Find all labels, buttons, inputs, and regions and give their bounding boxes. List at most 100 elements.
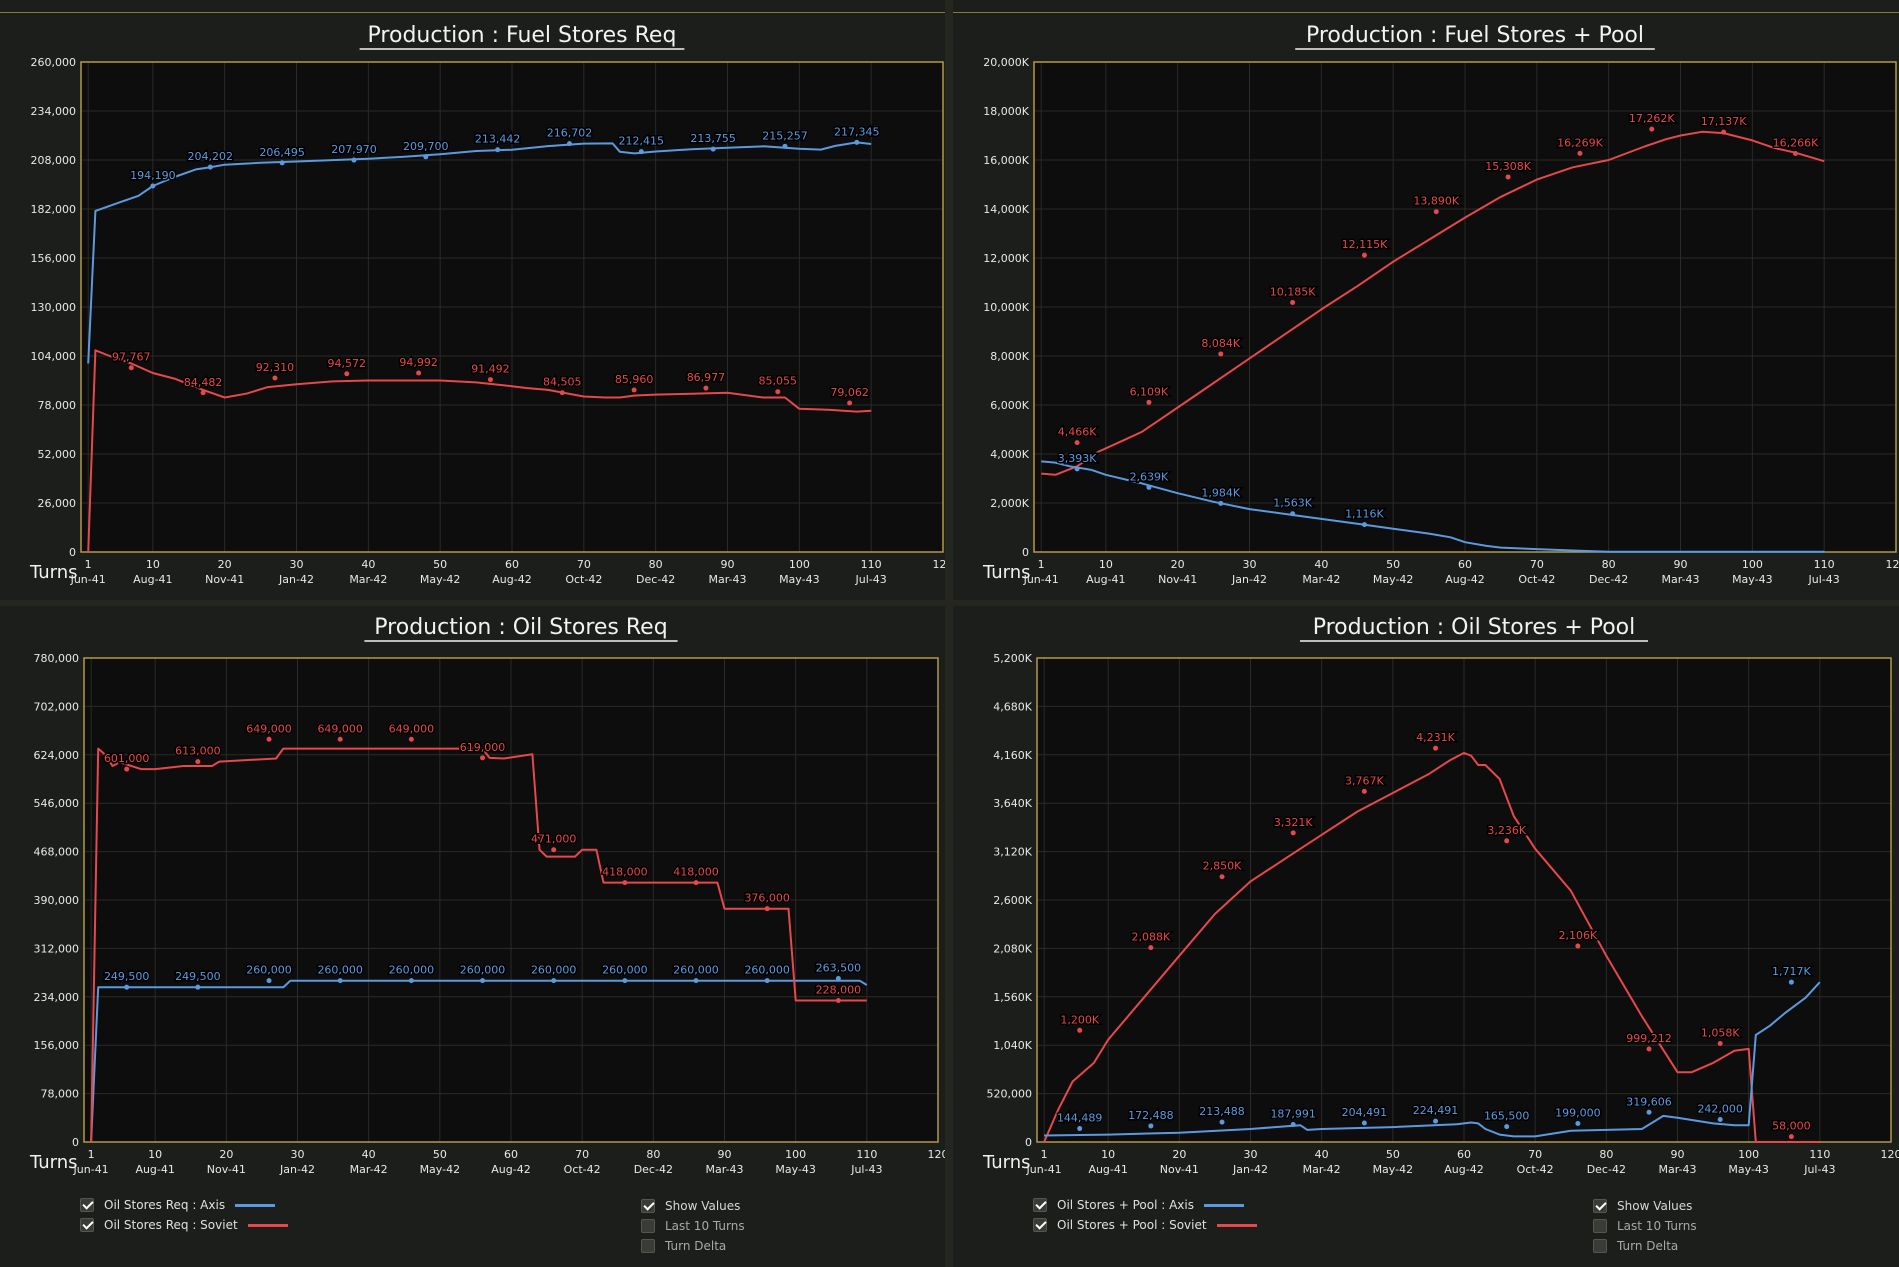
option-show-values[interactable]: Show Values bbox=[641, 1197, 740, 1215]
data-label: 187,991 bbox=[1270, 1108, 1316, 1121]
x-tick-label: 1 bbox=[88, 1148, 95, 1161]
checkbox-turn-delta[interactable] bbox=[1593, 1239, 1607, 1253]
y-tick-label: 104,000 bbox=[31, 350, 77, 363]
y-tick-label: 18,000K bbox=[983, 105, 1029, 118]
legend-label-soviet: Oil Stores + Pool : Soviet bbox=[1057, 1218, 1207, 1232]
data-label: 12,115K bbox=[1342, 238, 1388, 251]
checkbox-show-values[interactable] bbox=[641, 1199, 655, 1213]
option-label-show-values: Show Values bbox=[1617, 1199, 1693, 1213]
data-label: 165,500 bbox=[1484, 1110, 1530, 1123]
data-label: 17,137K bbox=[1701, 115, 1747, 128]
x-tick-label: 110 bbox=[1809, 1148, 1830, 1161]
option-label-turn-delta: Turn Delta bbox=[665, 1239, 727, 1253]
option-last-10-turns[interactable]: Last 10 Turns bbox=[641, 1217, 745, 1235]
x-date-label: May-42 bbox=[420, 1163, 461, 1176]
x-tick-label: 50 bbox=[1386, 1148, 1400, 1161]
legend-item-soviet[interactable]: Oil Stores + Pool : Soviet bbox=[1033, 1216, 1257, 1234]
y-tick-label: 208,000 bbox=[31, 154, 77, 167]
data-point bbox=[764, 978, 770, 984]
legend-item-axis[interactable]: Oil Stores Req : Axis bbox=[80, 1196, 276, 1214]
legend-item-soviet[interactable]: Oil Stores Req : Soviet bbox=[80, 1216, 288, 1234]
x-tick-label: 30 bbox=[1244, 1148, 1258, 1161]
data-label: 13,890K bbox=[1413, 195, 1459, 208]
data-label: 207,970 bbox=[331, 143, 377, 156]
data-label: 418,000 bbox=[602, 866, 648, 879]
data-label: 172,488 bbox=[1128, 1109, 1174, 1122]
data-label: 213,442 bbox=[475, 133, 521, 146]
data-point bbox=[1721, 129, 1727, 135]
x-tick-label: 90 bbox=[1674, 558, 1688, 571]
x-date-label: May-42 bbox=[1373, 1163, 1414, 1176]
data-label: 260,000 bbox=[744, 964, 790, 977]
x-tick-label: 70 bbox=[577, 558, 591, 571]
y-tick-label: 2,080K bbox=[993, 942, 1032, 955]
y-tick-label: 4,000K bbox=[990, 448, 1029, 461]
x-date-label: May-42 bbox=[420, 573, 461, 586]
data-point bbox=[1074, 466, 1080, 472]
checkbox-turn-delta[interactable] bbox=[641, 1239, 655, 1253]
checkbox-last-10-turns[interactable] bbox=[641, 1219, 655, 1233]
turns-label: Turns bbox=[29, 562, 78, 583]
data-point bbox=[423, 154, 429, 160]
x-date-label: Aug-41 bbox=[135, 1163, 174, 1176]
x-date-label: Aug-41 bbox=[1086, 573, 1125, 586]
x-date-label: Nov-41 bbox=[207, 1163, 246, 1176]
data-point bbox=[272, 375, 278, 381]
x-tick-label: 40 bbox=[362, 1148, 376, 1161]
y-tick-label: 3,640K bbox=[993, 797, 1032, 810]
data-label: 4,466K bbox=[1058, 426, 1097, 439]
data-label: 84,482 bbox=[184, 376, 223, 389]
data-label: 58,000 bbox=[1772, 1120, 1811, 1133]
checkbox-axis[interactable] bbox=[1033, 1198, 1047, 1212]
checkbox-last-10-turns[interactable] bbox=[1593, 1219, 1607, 1233]
x-tick-label: 70 bbox=[1530, 558, 1544, 571]
data-point bbox=[1290, 1122, 1296, 1128]
chart-fuel-stores-pool: Production : Fuel Stores + Pool 0 2,000K 4,… bbox=[982, 23, 1899, 586]
data-label: 17,262K bbox=[1629, 112, 1675, 125]
data-point bbox=[1219, 1119, 1225, 1125]
data-point bbox=[764, 906, 770, 912]
x-tick-label: 50 bbox=[433, 1148, 447, 1161]
legend-item-axis[interactable]: Oil Stores + Pool : Axis bbox=[1033, 1196, 1244, 1214]
data-label: 471,000 bbox=[531, 833, 577, 846]
data-label: 4,231K bbox=[1416, 731, 1455, 744]
x-tick-label: 10 bbox=[1099, 558, 1113, 571]
y-tick-label: 6,000K bbox=[990, 399, 1029, 412]
data-point bbox=[1290, 299, 1296, 305]
x-date-label: Jun-41 bbox=[1026, 1163, 1062, 1176]
data-label: 3,393K bbox=[1058, 452, 1097, 465]
data-point bbox=[693, 880, 699, 886]
turns-label: Turns bbox=[982, 562, 1031, 583]
x-date-label: Jul-43 bbox=[1803, 1163, 1835, 1176]
checkbox-soviet[interactable] bbox=[80, 1218, 94, 1232]
checkbox-axis[interactable] bbox=[80, 1198, 94, 1212]
data-label: 1,200K bbox=[1060, 1013, 1099, 1026]
option-turn-delta[interactable]: Turn Delta bbox=[641, 1237, 726, 1255]
vertical-divider bbox=[945, 0, 953, 1267]
data-point bbox=[559, 390, 565, 396]
data-point bbox=[1433, 745, 1439, 751]
x-date-label: Jul-43 bbox=[1808, 573, 1840, 586]
x-date-label: Dec-42 bbox=[1589, 573, 1628, 586]
data-label: 260,000 bbox=[246, 964, 292, 977]
x-date-label: Aug-42 bbox=[1444, 1163, 1483, 1176]
data-point bbox=[128, 365, 134, 371]
x-tick-label: 120 bbox=[1886, 558, 1899, 571]
x-date-label: Nov-41 bbox=[1158, 573, 1197, 586]
checkbox-soviet[interactable] bbox=[1033, 1218, 1047, 1232]
data-point bbox=[1788, 979, 1794, 985]
data-point bbox=[1219, 874, 1225, 880]
option-show-values[interactable]: Show Values bbox=[1593, 1197, 1692, 1215]
checkbox-show-values[interactable] bbox=[1593, 1199, 1607, 1213]
data-label: 194,190 bbox=[130, 169, 176, 182]
data-label: 649,000 bbox=[317, 722, 363, 735]
y-tick-label: 78,000 bbox=[41, 1088, 80, 1101]
data-label: 85,055 bbox=[759, 375, 798, 388]
x-date-label: May-43 bbox=[775, 1163, 816, 1176]
data-label: 1,984K bbox=[1201, 486, 1240, 499]
turns-label: Turns bbox=[29, 1152, 78, 1173]
data-label: 86,977 bbox=[687, 371, 726, 384]
data-label: 2,106K bbox=[1559, 929, 1598, 942]
option-turn-delta[interactable]: Turn Delta bbox=[1593, 1237, 1678, 1255]
option-last-10-turns[interactable]: Last 10 Turns bbox=[1593, 1217, 1697, 1235]
